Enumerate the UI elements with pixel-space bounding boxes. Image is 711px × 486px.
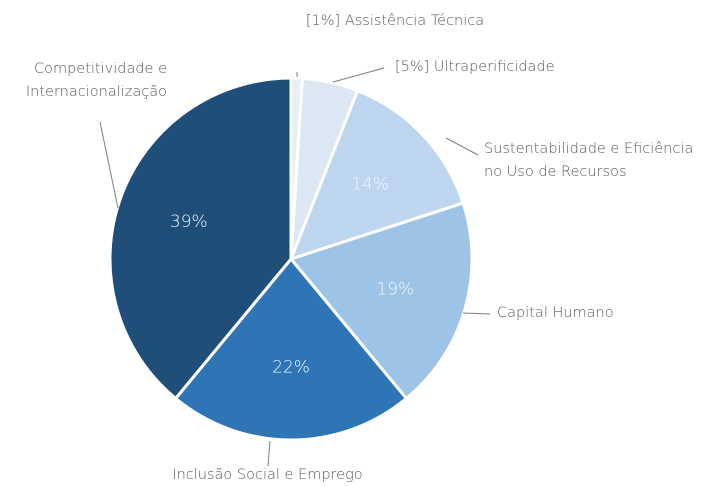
slice-label: 39%	[170, 212, 208, 232]
category-label: Competitividade e Internacionalização	[25, 61, 167, 100]
leader-line	[267, 440, 271, 467]
category-label: [1%] Assistência Técnica	[305, 13, 485, 29]
leader-line	[332, 67, 385, 83]
category-label: [5%] Ultraperificidade	[395, 59, 555, 75]
category-label: Inclusão Social e Emprego	[172, 467, 363, 483]
leader-line	[445, 137, 479, 156]
leader-line	[99, 121, 119, 209]
slice-label: 22%	[272, 358, 310, 378]
pie-slice	[173, 256, 409, 442]
leader-line	[462, 312, 491, 315]
category-label: Sustentabilidade e Eficiência no Uso de …	[484, 141, 694, 180]
slice-label: 19%	[376, 279, 414, 299]
category-label: Capital Humano	[497, 305, 614, 321]
pie-slice	[108, 76, 293, 401]
slice-label: 14%	[351, 175, 389, 195]
pie-slice	[288, 201, 474, 401]
